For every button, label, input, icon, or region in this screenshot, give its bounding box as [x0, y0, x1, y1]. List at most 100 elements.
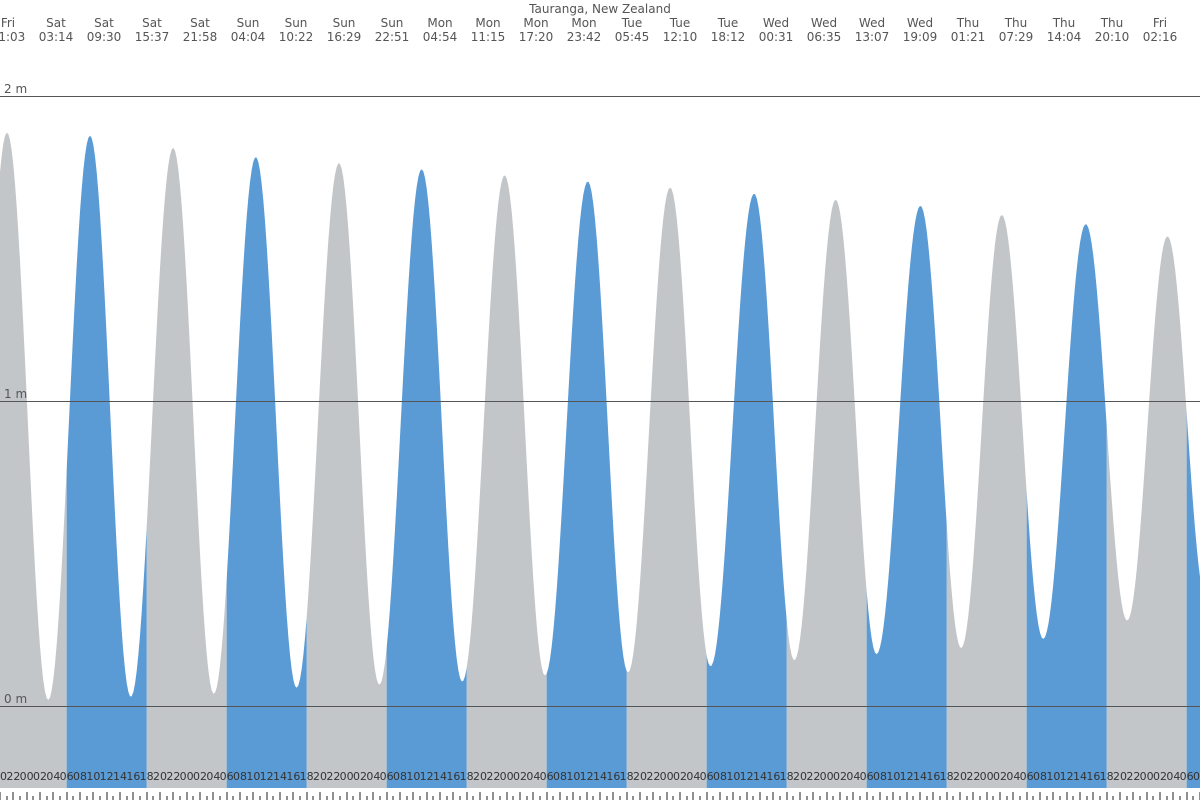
x-header-day: Tue — [711, 16, 746, 30]
x-header-col: Wed19:09 — [903, 16, 938, 44]
y-axis-label: 1 m — [0, 387, 27, 401]
bottom-hour-label: 04 — [526, 770, 540, 783]
bottom-tick — [1106, 792, 1107, 800]
bottom-tick — [1100, 796, 1101, 800]
bottom-hour-label: 16 — [126, 770, 140, 783]
bottom-hour-label: 20 — [473, 770, 487, 783]
bottom-hour-label: 22 — [166, 770, 180, 783]
bottom-tick — [1073, 796, 1074, 800]
bottom-hour-label: 10 — [406, 770, 420, 783]
bottom-tick — [1020, 796, 1021, 800]
bottom-tick — [460, 796, 461, 800]
x-header-day: Tue — [663, 16, 698, 30]
bottom-hour-label: 20 — [633, 770, 647, 783]
bottom-tick — [326, 796, 327, 800]
bottom-tick — [653, 792, 654, 800]
x-header-time: 18:12 — [711, 30, 746, 44]
bottom-tick — [513, 796, 514, 800]
bottom-hour-label: 04 — [686, 770, 700, 783]
bottom-tick — [940, 796, 941, 800]
x-header-day: Sat — [135, 16, 170, 30]
bottom-tick — [1153, 796, 1154, 800]
bottom-tick — [193, 796, 194, 800]
bottom-tick — [440, 792, 441, 800]
bottom-tick — [93, 792, 94, 800]
bottom-hour-label: 12 — [740, 770, 754, 783]
bottom-tick — [1080, 792, 1081, 800]
x-header-day: Sun — [327, 16, 362, 30]
x-header-day: Thu — [999, 16, 1034, 30]
x-header-day: Wed — [855, 16, 890, 30]
bottom-tick — [913, 796, 914, 800]
bottom-tick — [346, 792, 347, 800]
bottom-hour-label: 12 — [1060, 770, 1074, 783]
bottom-tick — [466, 792, 467, 800]
bottom-tick — [720, 792, 721, 800]
bottom-tick — [1120, 792, 1121, 800]
x-header-day: Sat — [87, 16, 122, 30]
bottom-hour-label: 08 — [393, 770, 407, 783]
bottom-hour-label: 10 — [886, 770, 900, 783]
bottom-hour-label: 02 — [993, 770, 1007, 783]
x-header-day: Fri — [1143, 16, 1178, 30]
x-header-col: Wed13:07 — [855, 16, 890, 44]
bottom-tick — [86, 796, 87, 800]
bottom-tick — [733, 792, 734, 800]
bottom-tick — [1033, 796, 1034, 800]
bottom-hour-label: 10 — [246, 770, 260, 783]
bottom-hour-label: 20 — [313, 770, 327, 783]
x-header-time: 15:37 — [135, 30, 170, 44]
bottom-hour-label: 04 — [1166, 770, 1180, 783]
tide-chart: Tauranga, New Zealand Fri21:03Sat03:14Sa… — [0, 0, 1200, 800]
bottom-tick — [1093, 792, 1094, 800]
bottom-tick — [1086, 796, 1087, 800]
bottom-tick — [120, 792, 121, 800]
bottom-hour-label: 10 — [86, 770, 100, 783]
bottom-hour-label: 00 — [1140, 770, 1154, 783]
x-header-day: Sun — [231, 16, 266, 30]
bottom-hour-label: 06 — [1180, 770, 1194, 783]
bottom-hour-label: 10 — [726, 770, 740, 783]
bottom-tick — [793, 796, 794, 800]
x-header-time: 19:09 — [903, 30, 938, 44]
x-header-col: Wed00:31 — [759, 16, 794, 44]
x-header-col: Sat09:30 — [87, 16, 122, 44]
x-header-day: Mon — [471, 16, 506, 30]
x-header-day: Mon — [567, 16, 602, 30]
bottom-hour-label: 14 — [593, 770, 607, 783]
bottom-tick — [886, 796, 887, 800]
bottom-tick — [473, 796, 474, 800]
bottom-tick — [293, 792, 294, 800]
bottom-tick — [526, 796, 527, 800]
bottom-tick — [226, 792, 227, 800]
bottom-tick — [666, 792, 667, 800]
bottom-tick — [546, 792, 547, 800]
x-header-day: Wed — [807, 16, 842, 30]
bottom-tick — [1000, 792, 1001, 800]
bottom-tick — [340, 796, 341, 800]
bottom-hour-label: 12 — [580, 770, 594, 783]
bottom-tick — [20, 796, 21, 800]
bottom-tick — [426, 792, 427, 800]
bottom-tick — [406, 796, 407, 800]
bottom-hour-label: 08 — [873, 770, 887, 783]
bottom-tick — [500, 796, 501, 800]
bottom-tick — [66, 792, 67, 800]
bottom-tick — [1140, 796, 1141, 800]
bottom-tick — [933, 792, 934, 800]
bottom-tick — [46, 796, 47, 800]
x-header-time: 01:21 — [951, 30, 986, 44]
bottom-tick — [333, 792, 334, 800]
bottom-tick — [920, 792, 921, 800]
bottom-hour-label: 16 — [286, 770, 300, 783]
x-header-col: Tue05:45 — [615, 16, 650, 44]
bottom-tick — [660, 796, 661, 800]
bottom-tick — [953, 796, 954, 800]
bottom-tick — [540, 796, 541, 800]
bottom-hour-label: 12 — [260, 770, 274, 783]
bottom-tick — [680, 792, 681, 800]
bottom-tick — [433, 796, 434, 800]
bottom-tick — [1113, 796, 1114, 800]
bottom-hour-label: 14 — [1073, 770, 1087, 783]
bottom-tick — [240, 792, 241, 800]
